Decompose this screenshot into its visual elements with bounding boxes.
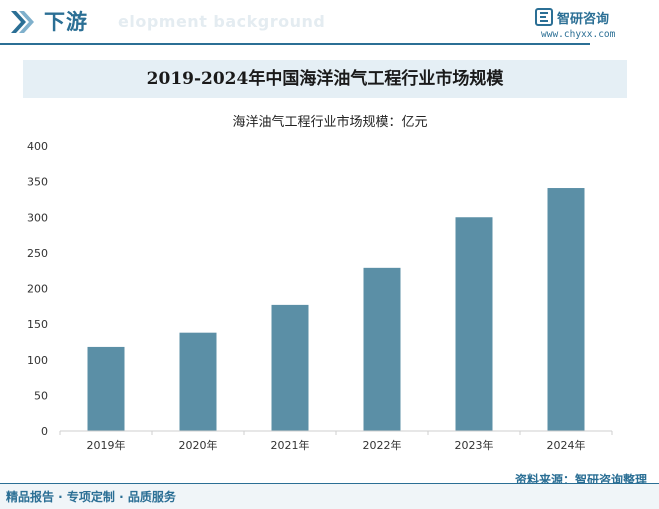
bar bbox=[179, 332, 217, 431]
brand-logo-icon bbox=[535, 8, 553, 26]
x-tick-label: 2023年 bbox=[455, 438, 494, 452]
bar bbox=[271, 304, 309, 431]
x-tick-label: 2022年 bbox=[363, 438, 402, 452]
x-axis: 2019年 2020年 2021年 2022年 2023年 2024年 bbox=[59, 430, 613, 452]
bar-chart: 海洋油气工程行业市场规模：亿元 0 50 100 150 200 250 300 350 400… bbox=[27, 114, 613, 452]
bar-series bbox=[87, 188, 585, 431]
chart-title: 2019-2024年中国海洋油气工程行业市场规模 bbox=[146, 69, 504, 89]
y-tick-label: 200 bbox=[27, 283, 48, 296]
bar bbox=[363, 267, 401, 431]
bar bbox=[87, 346, 125, 431]
y-tick-label: 300 bbox=[27, 211, 48, 224]
y-tick-label: 400 bbox=[27, 140, 48, 153]
chart-subtitle: 海洋油气工程行业市场规模：亿元 bbox=[232, 114, 427, 130]
x-tick-label: 2024年 bbox=[547, 438, 586, 452]
brand-logo-block: 智研咨询 www.chyxx.com bbox=[535, 6, 645, 42]
y-tick-label: 50 bbox=[34, 389, 48, 402]
section-ghost-text: elopment background bbox=[118, 12, 326, 31]
y-tick-label: 150 bbox=[27, 318, 48, 331]
brand-name: 智研咨询 bbox=[557, 12, 610, 27]
section-title: 下游 bbox=[44, 10, 88, 34]
header-bar: 下游 elopment background bbox=[0, 0, 659, 45]
bar bbox=[547, 188, 585, 431]
x-tick-label: 2021年 bbox=[271, 438, 310, 452]
bar bbox=[455, 217, 493, 431]
x-tick-label: 2019年 bbox=[87, 438, 126, 452]
y-tick-label: 0 bbox=[41, 425, 48, 438]
brand-url: www.chyxx.com bbox=[541, 29, 616, 40]
footer-slogan: 精品报告 · 专项定制 · 品质服务 bbox=[6, 490, 176, 504]
y-tick-label: 350 bbox=[27, 176, 48, 189]
double-chevron-icon bbox=[11, 11, 34, 33]
header-divider bbox=[0, 43, 590, 45]
chart-title-band: 2019-2024年中国海洋油气工程行业市场规模 bbox=[23, 60, 627, 98]
y-axis: 0 50 100 150 200 250 300 350 400 bbox=[27, 140, 48, 438]
y-tick-label: 250 bbox=[27, 247, 48, 260]
x-tick-label: 2020年 bbox=[179, 438, 218, 452]
y-tick-label: 100 bbox=[27, 354, 48, 367]
footer-bar: 精品报告 · 专项定制 · 品质服务 bbox=[0, 483, 659, 509]
